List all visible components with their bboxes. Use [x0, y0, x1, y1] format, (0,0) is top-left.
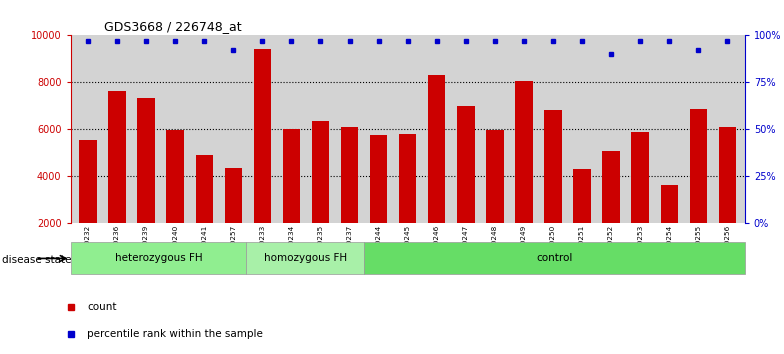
Bar	[690, 109, 707, 223]
Bar	[254, 50, 271, 223]
Bar	[246, 242, 364, 274]
Bar	[341, 127, 358, 223]
Text: count: count	[87, 302, 117, 312]
Bar	[486, 130, 503, 223]
Bar	[364, 242, 745, 274]
Text: heterozygous FH: heterozygous FH	[114, 253, 202, 263]
Bar	[631, 132, 649, 223]
Text: GDS3668 / 226748_at: GDS3668 / 226748_at	[104, 20, 242, 33]
Bar	[660, 185, 678, 223]
Bar	[370, 135, 387, 223]
Text: percentile rank within the sample: percentile rank within the sample	[87, 329, 263, 339]
Text: control: control	[536, 253, 572, 263]
Bar	[515, 81, 532, 223]
Text: disease state: disease state	[2, 255, 72, 265]
Bar	[399, 134, 416, 223]
Bar	[457, 106, 474, 223]
Bar	[602, 152, 620, 223]
Bar	[79, 140, 96, 223]
Bar	[166, 130, 184, 223]
Bar	[428, 75, 445, 223]
Bar	[283, 129, 300, 223]
Bar	[195, 155, 213, 223]
Bar	[224, 168, 242, 223]
Bar	[544, 110, 561, 223]
Text: homozygous FH: homozygous FH	[263, 253, 347, 263]
Bar	[573, 169, 591, 223]
Bar	[312, 121, 329, 223]
Bar	[137, 98, 154, 223]
Bar	[108, 91, 125, 223]
Bar	[71, 242, 246, 274]
Bar	[719, 127, 736, 223]
